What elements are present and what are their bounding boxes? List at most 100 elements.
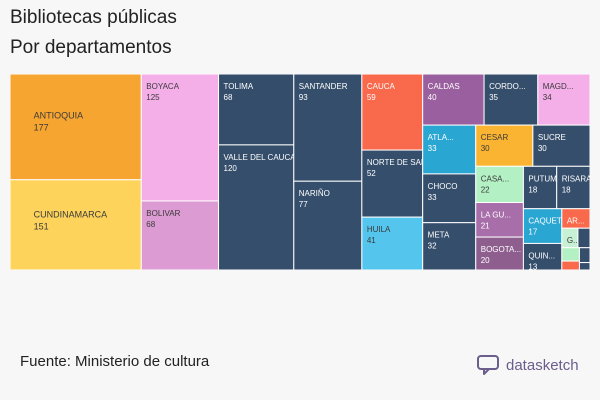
treemap-cell-la-guajira[interactable]: LA GU... 21	[475, 202, 524, 238]
treemap-rect[interactable]	[561, 260, 580, 270]
treemap-value: 18	[562, 185, 571, 194]
treemap-value: 17	[528, 228, 537, 237]
treemap-cell-caqueta[interactable]: CAQUETA 17	[522, 208, 567, 244]
treemap-label: BOGOTA...	[481, 245, 521, 254]
treemap-rect[interactable]	[140, 74, 220, 202]
treemap-cell-cordoba[interactable]: CORDO... 35	[483, 74, 539, 126]
treemap-cell-san-andres[interactable]	[561, 247, 580, 262]
treemap-value: 52	[367, 169, 376, 178]
treemap-label: CALDAS	[428, 82, 460, 91]
treemap-cell-narino[interactable]: NARIÑO 77	[293, 180, 363, 270]
treemap-cell-risaralda[interactable]: RISARAL... 18	[556, 165, 590, 210]
treemap-rect[interactable]	[293, 180, 363, 270]
brand-logo[interactable]: datasketch	[476, 354, 579, 376]
treemap-cell-antioquia[interactable]: ANTIOQUIA 177	[10, 74, 142, 181]
treemap-rect[interactable]	[475, 124, 534, 167]
treemap-rect[interactable]	[475, 236, 524, 270]
treemap-label: ANTIOQUIA	[34, 110, 84, 120]
treemap-value: 68	[146, 220, 155, 229]
treemap-label: CORDO...	[489, 82, 525, 91]
treemap-value: 33	[428, 193, 437, 202]
treemap-rect[interactable]	[522, 242, 563, 270]
source-caption: Fuente: Ministerio de cultura	[20, 353, 210, 370]
treemap-label: SANTANDER	[299, 82, 348, 91]
treemap-cell-sucre[interactable]: SUCRE 30	[532, 124, 590, 167]
treemap-rect[interactable]	[577, 227, 590, 249]
treemap-rect[interactable]	[532, 124, 590, 167]
treemap-cell-vichada[interactable]	[577, 227, 590, 249]
treemap-value: 20	[481, 256, 490, 265]
treemap-rect[interactable]	[578, 247, 590, 264]
treemap-cell-guainia[interactable]	[561, 260, 580, 270]
treemap-cell-magdalena[interactable]: MAGD... 34	[537, 74, 590, 126]
treemap-cell-putumayo[interactable]: PUTUMAYO 18	[522, 165, 573, 210]
treemap-rect[interactable]	[422, 124, 477, 175]
treemap-chart: ANTIOQUIA 177 CUNDINAMARCA 151 BOYACA 125 BOLI…	[10, 74, 590, 270]
treemap-value: 68	[224, 93, 233, 102]
treemap-cell-bogota[interactable]: BOGOTA... 20	[475, 236, 524, 270]
treemap-rect[interactable]	[361, 74, 424, 151]
treemap-label: VALLE DEL CAUCA	[224, 153, 297, 162]
treemap-label: META	[428, 231, 450, 240]
treemap-label: CAQUETA	[528, 217, 567, 226]
treemap-cell-huila[interactable]: HUILA 41	[361, 216, 424, 270]
treemap-rect[interactable]	[422, 222, 477, 270]
treemap-value: 41	[367, 236, 376, 245]
treemap-cell-santander[interactable]: SANTANDER 93	[293, 74, 363, 182]
treemap-rect[interactable]	[10, 179, 142, 270]
treemap-rect[interactable]	[293, 74, 363, 182]
datasketch-icon	[477, 355, 499, 375]
treemap-cell-boyaca[interactable]: BOYACA 125	[140, 74, 220, 202]
treemap-label: LA GU...	[481, 211, 511, 220]
treemap-value: 30	[481, 144, 490, 153]
treemap-value: 33	[428, 144, 437, 153]
treemap-label: BOYACA	[146, 82, 179, 91]
treemap-label: ATLA...	[428, 133, 454, 142]
treemap-cell-norte-de-santander[interactable]: NORTE DE SANTANDER 52	[361, 149, 459, 218]
treemap-value: 21	[481, 222, 490, 231]
treemap-label: G...	[567, 236, 580, 245]
chart-title: Bibliotecas públicas	[10, 7, 177, 28]
treemap-rect[interactable]	[561, 247, 580, 262]
treemap-rect[interactable]	[218, 74, 295, 146]
treemap-value: 77	[299, 200, 308, 209]
treemap-cell-atlantico[interactable]: ATLA... 33	[422, 124, 477, 175]
treemap-cell-cesar[interactable]: CESAR 30	[475, 124, 534, 167]
treemap-cell-cundinamarca[interactable]: CUNDINAMARCA 151	[10, 179, 142, 270]
treemap-rect[interactable]	[475, 165, 524, 204]
treemap-cell-amazonas[interactable]	[578, 247, 590, 264]
treemap-cell-caldas[interactable]: CALDAS 40	[422, 74, 485, 126]
treemap-value: 177	[34, 122, 49, 132]
treemap-cell-tolima[interactable]: TOLIMA 68	[218, 74, 295, 146]
treemap-cell-meta[interactable]: META 32	[422, 222, 477, 270]
treemap-cell-cauca[interactable]: CAUCA 59	[361, 74, 424, 151]
treemap-value: 120	[224, 164, 238, 173]
treemap-label: MAGD...	[543, 82, 574, 91]
treemap-label: CESAR	[481, 133, 509, 142]
treemap-cell-casanare[interactable]: CASA... 22	[475, 165, 524, 204]
treemap-cell-bolivar[interactable]: BOLIVAR 68	[140, 200, 220, 270]
treemap-label: TOLIMA	[224, 82, 254, 91]
treemap-rect[interactable]	[140, 200, 220, 270]
treemap-label: CHOCO	[428, 182, 458, 191]
treemap-label: QUIN...	[528, 251, 555, 260]
treemap-rect[interactable]	[475, 202, 524, 238]
treemap-value: 22	[481, 185, 490, 194]
treemap-cell-quindio[interactable]: QUIN... 13	[522, 242, 563, 270]
treemap-value: 13	[528, 262, 537, 270]
treemap-value: 151	[34, 222, 49, 232]
treemap-cell-choco[interactable]: CHOCO 33	[422, 173, 477, 224]
treemap-rect[interactable]	[361, 149, 424, 218]
treemap-rect[interactable]	[578, 262, 590, 270]
brand-name: datasketch	[506, 356, 579, 374]
treemap-cell-valle-del-cauca[interactable]: VALLE DEL CAUCA 120	[218, 144, 297, 270]
treemap-rect[interactable]	[537, 74, 590, 126]
treemap-cell-vaupes[interactable]	[578, 262, 590, 270]
treemap-label: CASA...	[481, 174, 509, 183]
treemap-rect[interactable]	[218, 144, 295, 270]
treemap-rect[interactable]	[522, 165, 558, 210]
treemap-value: 34	[543, 93, 552, 102]
treemap-rect[interactable]	[10, 74, 142, 181]
treemap-rect[interactable]	[422, 173, 477, 224]
treemap-rect[interactable]	[522, 208, 563, 244]
